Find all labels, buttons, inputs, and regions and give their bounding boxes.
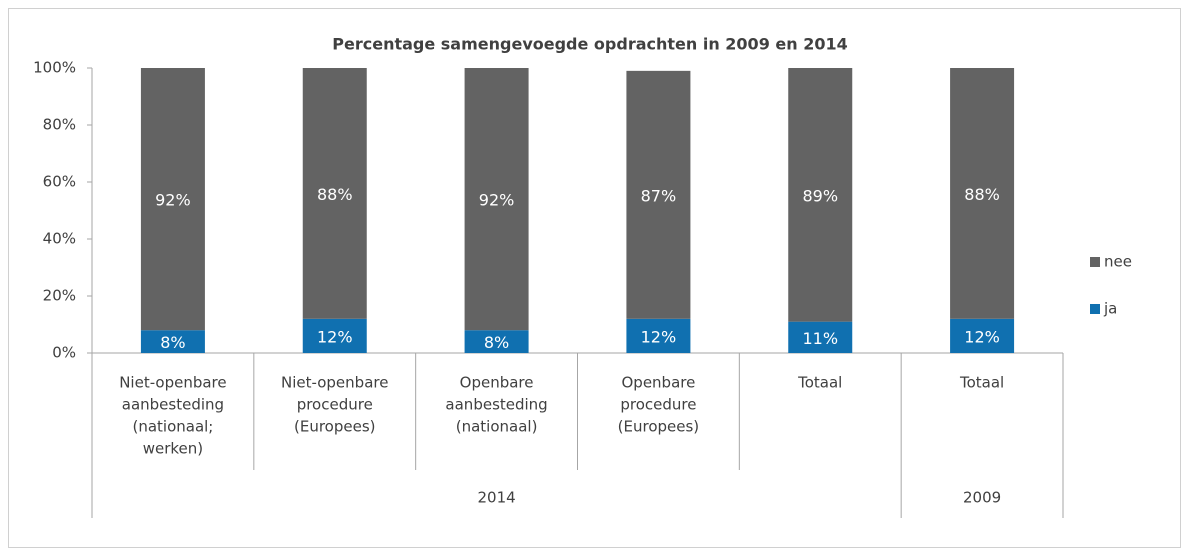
bar-segment (626, 70, 691, 319)
x-tick-label: Totaal (797, 374, 842, 392)
x-tick-label: Openbare (621, 374, 695, 392)
x-tick-label: (Europees) (618, 418, 700, 436)
data-label: 92% (479, 191, 515, 210)
bar-segment (302, 318, 367, 353)
legend-label: ja (1103, 300, 1117, 318)
y-tick-label: 80% (43, 116, 76, 134)
x-tick-label: Niet-openbare (119, 374, 226, 392)
bar-segment (788, 68, 853, 322)
y-tick-label: 0% (52, 344, 76, 362)
bar-segment (140, 330, 205, 353)
x-tick-label: aanbesteding (122, 396, 224, 414)
x-tick-label: werken) (143, 440, 203, 458)
legend-swatch (1090, 304, 1100, 314)
y-tick-label: 40% (43, 230, 76, 248)
chart-title: Percentage samengevoegde opdrachten in 2… (332, 35, 847, 54)
x-tick-label: Openbare (460, 374, 534, 392)
data-label: 89% (802, 186, 838, 205)
bar-segment (464, 330, 529, 353)
x-tick-label: procedure (297, 396, 373, 414)
data-label: 11% (802, 329, 838, 348)
bar-segment (302, 68, 367, 319)
y-tick-label: 100% (33, 59, 76, 77)
group-label: 2014 (477, 489, 515, 507)
data-label: 12% (317, 327, 353, 346)
x-tick-label: Totaal (959, 374, 1004, 392)
data-label: 87% (641, 186, 677, 205)
data-label: 88% (317, 185, 353, 204)
group-label: 2009 (963, 489, 1001, 507)
data-label: 12% (641, 327, 677, 346)
bar-segment (626, 318, 691, 353)
y-tick-label: 60% (43, 173, 76, 191)
legend-swatch (1090, 257, 1100, 267)
data-label: 8% (160, 333, 185, 352)
bar-segment (788, 321, 853, 353)
x-tick-label: procedure (620, 396, 696, 414)
data-label: 88% (964, 185, 1000, 204)
x-tick-label: aanbesteding (445, 396, 547, 414)
x-tick-label: (nationaal) (456, 418, 538, 436)
bar-segment (140, 68, 205, 331)
data-label: 8% (484, 333, 509, 352)
data-label: 92% (155, 191, 191, 210)
bar-segment (950, 68, 1015, 319)
bar-segment (464, 68, 529, 331)
y-tick-label: 20% (43, 287, 76, 305)
legend-label: nee (1104, 253, 1132, 271)
x-tick-label: (Europees) (294, 418, 376, 436)
data-label: 12% (964, 327, 1000, 346)
x-tick-label: Niet-openbare (281, 374, 388, 392)
x-tick-label: (nationaal; (132, 418, 213, 436)
bar-segment (950, 318, 1015, 353)
